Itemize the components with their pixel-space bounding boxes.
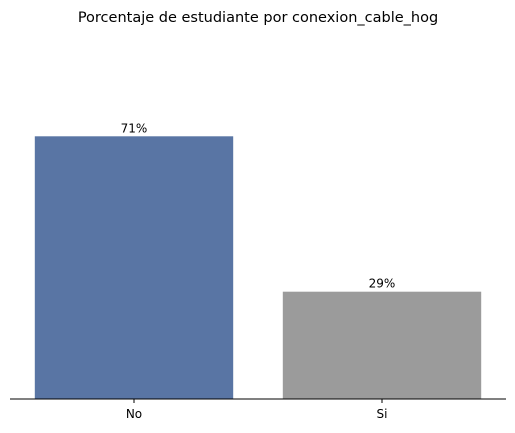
bar-no: [34, 136, 234, 400]
chart-title: Porcentaje de estudiante por conexion_ca…: [78, 10, 438, 26]
x-tick-label-no: No: [126, 407, 142, 421]
x-axis-ticks: No Si: [126, 399, 388, 421]
x-tick-label-si: Si: [377, 407, 388, 421]
data-label-no: 71%: [121, 121, 148, 135]
bars-layer: [34, 136, 482, 400]
bar-si: [282, 291, 482, 399]
data-label-si: 29%: [369, 277, 396, 291]
data-labels-layer: 71% 29%: [121, 121, 396, 290]
